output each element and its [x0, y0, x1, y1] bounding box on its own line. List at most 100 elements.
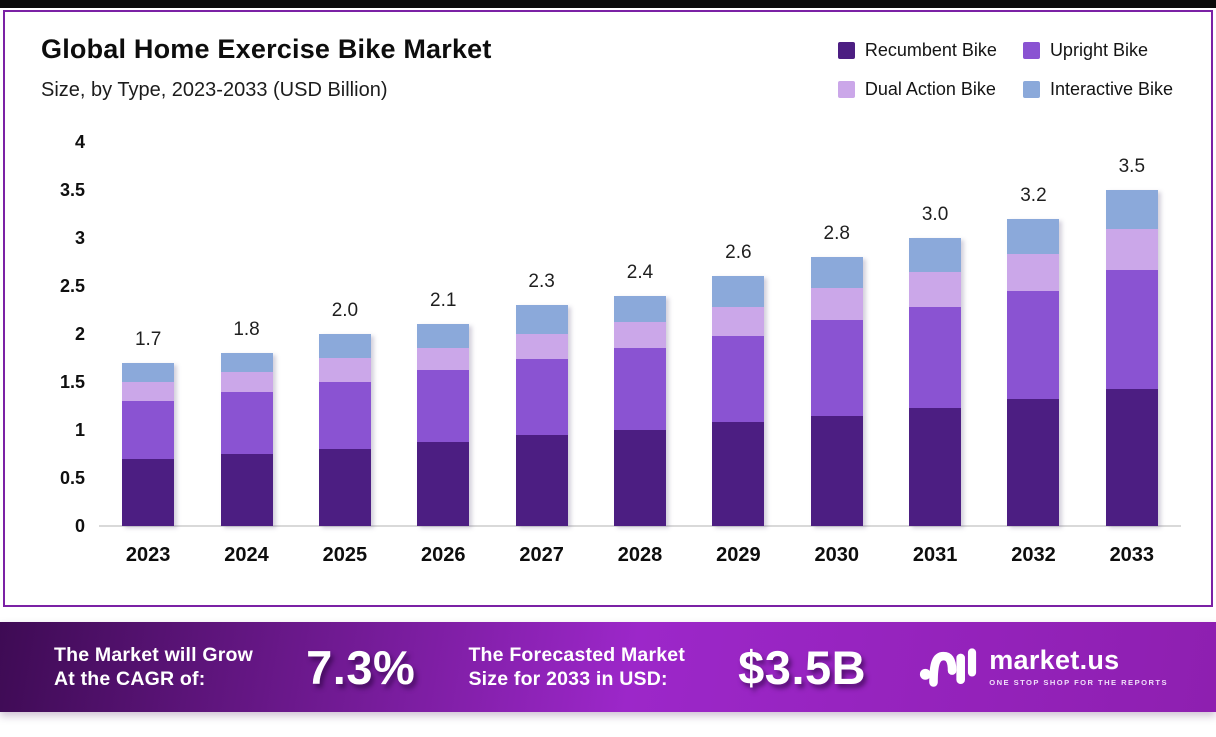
y-tick-label: 3	[74, 228, 85, 248]
legend-label: Recumbent Bike	[864, 40, 997, 60]
x-tick-label-2032: 2032	[1011, 544, 1056, 566]
logo-tagline: ONE STOP SHOP FOR THE REPORTS	[989, 678, 1168, 687]
bar-2024-dual-action-bike	[220, 372, 273, 392]
bar-2024-recumbent-bike	[220, 454, 273, 526]
bar-2033-dual-action-bike	[1105, 229, 1158, 270]
bar-2031-interactive-bike	[909, 238, 962, 272]
bar-total-label-2029: 2.6	[725, 242, 752, 264]
legend-label: Dual Action Bike	[864, 79, 996, 99]
x-tick-label-2027: 2027	[519, 544, 564, 566]
bar-2031-upright-bike	[909, 307, 962, 408]
bar-2026-dual-action-bike	[417, 348, 470, 371]
bar-total-label-2032: 3.2	[1020, 184, 1047, 206]
bar-2030-recumbent-bike	[810, 415, 863, 526]
plot-wrap: 1.7 1.8 2.0 2.1 2.3 2.4 2.6 2.8 3.0 3.2 3.5 2023 20…	[99, 142, 1181, 590]
bar-2023-upright-bike	[122, 401, 175, 459]
x-tick-label-2024: 2024	[224, 544, 269, 566]
footer-banner: The Market will Grow At the CAGR of: 7.3…	[0, 622, 1216, 712]
cagr-caption-line1: The Market will Grow	[54, 643, 254, 666]
forecast-caption-line1: The Forecasted Market	[468, 643, 686, 666]
legend-label: Interactive Bike	[1049, 79, 1173, 99]
bar-2030-upright-bike	[810, 319, 863, 416]
legend-item-dual-action-bike: Dual Action Bike	[837, 79, 997, 100]
top-accent-bar	[0, 0, 1216, 8]
bar-2033-upright-bike	[1105, 269, 1158, 389]
bar-2023-interactive-bike	[122, 362, 175, 383]
cagr-caption-line2: At the CAGR of:	[54, 668, 206, 690]
bar-2025-dual-action-bike	[318, 358, 371, 383]
bar-total-label-2025: 2.0	[331, 300, 359, 321]
x-tick-label-2026: 2026	[421, 544, 466, 566]
bar-2027-dual-action-bike	[515, 334, 568, 359]
bar-2031-dual-action-bike	[909, 271, 962, 308]
bar-2029-dual-action-bike	[712, 307, 765, 336]
bar-total-label-2030: 2.8	[823, 223, 850, 245]
bar-2030	[810, 257, 863, 526]
x-tick-label-2023: 2023	[125, 544, 171, 566]
bar-2033-interactive-bike	[1105, 190, 1158, 230]
legend-item-upright-bike: Upright Bike	[1022, 40, 1173, 61]
bar-2023-dual-action-bike	[122, 382, 175, 402]
x-tick-label-2030: 2030	[814, 544, 859, 566]
x-tick-label-2029: 2029	[716, 544, 761, 566]
bar-2024-upright-bike	[220, 391, 273, 454]
bar-2029-recumbent-bike	[712, 422, 765, 526]
bar-2026	[417, 324, 470, 526]
bar-2026-upright-bike	[417, 370, 470, 443]
bar-2028	[614, 295, 666, 526]
bar-2032-dual-action-bike	[1007, 254, 1060, 291]
logo-text-block: market.us ONE STOP SHOP FOR THE REPORTS	[989, 645, 1168, 688]
cagr-caption: The Market will Grow At the CAGR of:	[54, 643, 253, 692]
bar-2023-recumbent-bike	[122, 458, 175, 526]
y-tick-label: 1.5	[59, 372, 85, 392]
bar-2027	[515, 305, 568, 526]
y-axis: 0 0.5 1 1.5 2 2.5 3 3.5 4	[41, 132, 99, 536]
logo-name: market.us	[989, 645, 1120, 675]
legend-label: Upright Bike	[1049, 40, 1148, 60]
x-axis-line	[99, 525, 1181, 527]
bar-total-label-2028: 2.4	[626, 261, 654, 283]
legend-swatch-recumbent-bike	[837, 42, 855, 59]
x-axis: 2023 2024 2025 2026 2027 2028 2029 2030 2031 2032…	[99, 544, 1181, 590]
x-tick-label-2031: 2031	[912, 544, 958, 566]
bar-2032-interactive-bike	[1007, 218, 1060, 255]
bar-2024-interactive-bike	[220, 353, 273, 373]
y-tick-label: 2.5	[59, 276, 85, 296]
bar-2030-interactive-bike	[810, 257, 863, 288]
x-tick-label-2025: 2025	[322, 544, 368, 566]
bar-2025-recumbent-bike	[318, 449, 371, 526]
title-block: Global Home Exercise Bike Market Size, b…	[41, 34, 492, 102]
forecast-caption-line2: Size for 2033 in USD:	[468, 668, 668, 690]
forecast-value: $3.5B	[738, 640, 867, 694]
y-tick-label: 0.5	[59, 468, 85, 488]
bar-total-label-2024: 1.8	[233, 319, 260, 341]
bar-2029	[712, 276, 765, 526]
bar-2031	[909, 238, 962, 526]
x-tick-label-2033: 2033	[1109, 544, 1155, 566]
y-tick-label: 3.5	[59, 180, 85, 200]
chart-legend: Recumbent Bike Upright Bike Dual Action Bi…	[837, 40, 1173, 100]
bar-2029-upright-bike	[712, 335, 765, 423]
x-tick-label-2028: 2028	[617, 544, 663, 566]
bar-2026-interactive-bike	[417, 324, 470, 349]
legend-item-recumbent-bike: Recumbent Bike	[837, 40, 997, 61]
chart-region: 0 0.5 1 1.5 2 2.5 3 3.5 4 1.7 1.8 2.0 2.1 2.3 2.4 2.6 2…	[41, 132, 1181, 590]
chart-header: Global Home Exercise Bike Market Size, b…	[41, 34, 1181, 102]
chart-card: Global Home Exercise Bike Market Size, b…	[3, 10, 1213, 607]
bar-total-label-2033: 3.5	[1118, 156, 1146, 177]
bar-2030-dual-action-bike	[810, 287, 863, 320]
bar-2025	[318, 334, 371, 526]
marketus-logo: market.us ONE STOP SHOP FOR THE REPORTS	[919, 645, 1168, 689]
bar-2027-upright-bike	[515, 358, 568, 435]
bar-2027-recumbent-bike	[515, 434, 568, 526]
bar-2024	[220, 353, 273, 526]
page-title: Global Home Exercise Bike Market	[41, 34, 492, 64]
y-tick-label: 0	[74, 516, 85, 536]
bar-2032	[1007, 218, 1060, 526]
bar-2025-interactive-bike	[318, 334, 371, 359]
bar-total-label-2027: 2.3	[528, 271, 555, 293]
y-tick-label: 4	[74, 132, 85, 152]
bar-2028-interactive-bike	[614, 295, 666, 322]
bar-total-label-2026: 2.1	[430, 290, 457, 312]
page-subtitle: Size, by Type, 2023-2033 (USD Billion)	[41, 79, 388, 101]
